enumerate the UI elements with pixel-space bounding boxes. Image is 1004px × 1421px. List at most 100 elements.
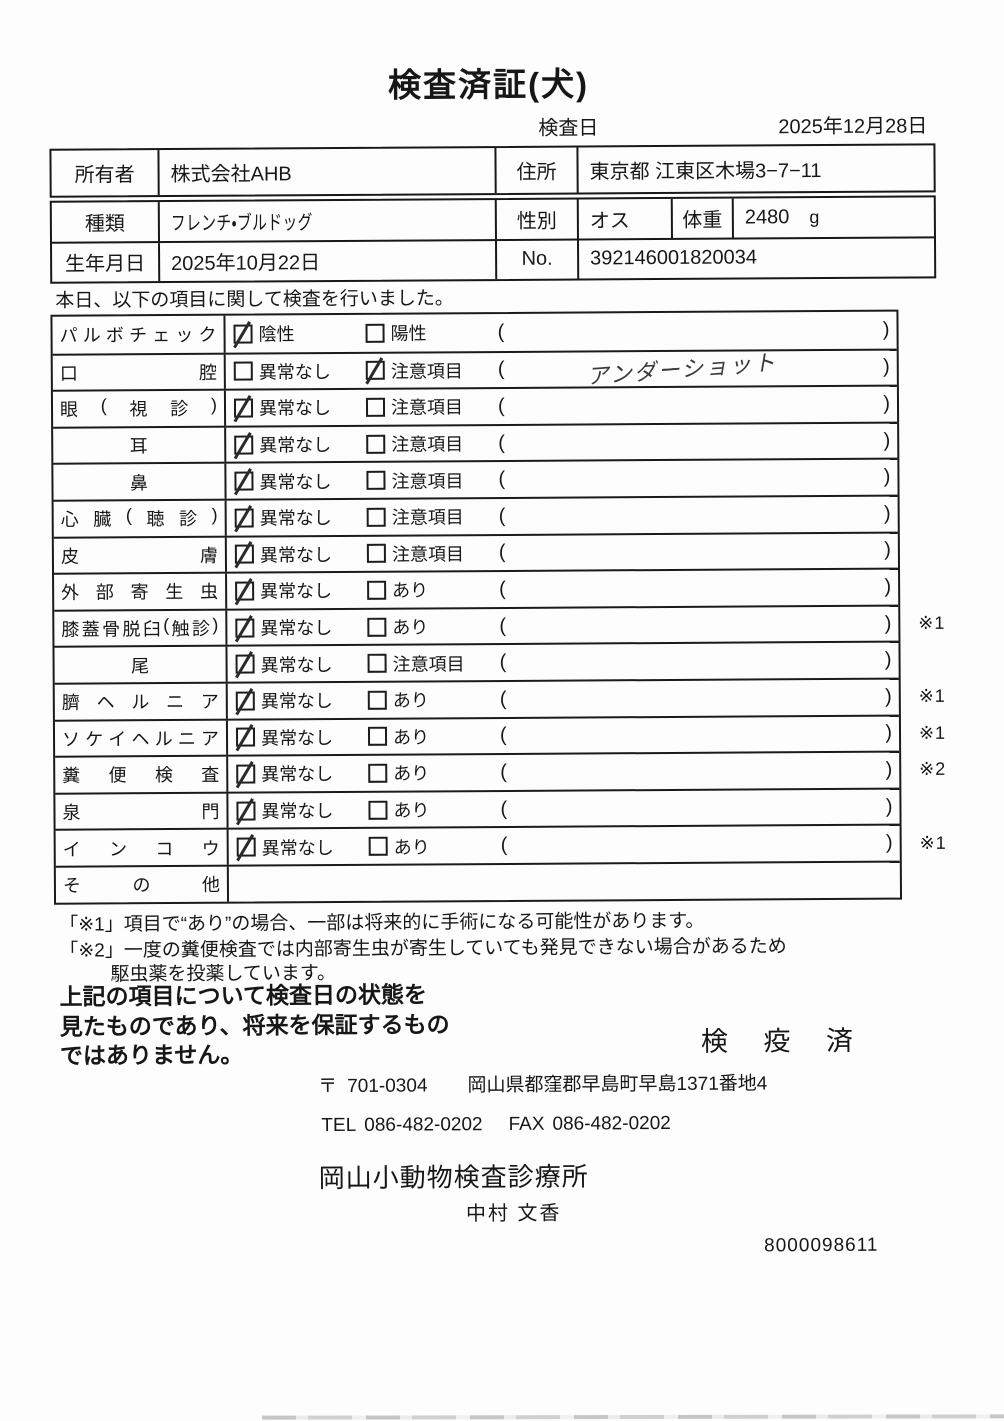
paren-close: ) bbox=[885, 795, 893, 818]
inspection-row: インコウ 異常なし あり () ※1 bbox=[55, 823, 947, 866]
option-text: 注意項目 bbox=[391, 434, 464, 455]
empty-checkbox bbox=[366, 507, 386, 527]
paren-close: ) bbox=[883, 502, 891, 525]
inspection-row: 糞便検査 異常なし あり () ※2 bbox=[55, 750, 946, 793]
result-option: 異常なし bbox=[234, 431, 366, 458]
item-label: その他 bbox=[55, 866, 230, 903]
paren-close: ) bbox=[885, 721, 893, 744]
option-text: 注意項目 bbox=[392, 653, 465, 675]
footnote-mark: ※1 bbox=[918, 612, 946, 634]
veterinarian-name: 中村 文香 bbox=[465, 1202, 562, 1226]
result-option: 陽性 bbox=[365, 319, 497, 346]
result-option: 異常なし bbox=[235, 687, 368, 714]
item-result-cell: 異常なし あり () bbox=[227, 606, 898, 645]
item-label: 泉門 bbox=[55, 793, 229, 830]
empty-checkbox bbox=[366, 434, 386, 454]
intro-line: 本日、以下の項目に関して検査を行いました。 bbox=[55, 288, 454, 312]
result-option: あり bbox=[367, 576, 499, 603]
owner-name: 株式会社AHB bbox=[159, 148, 497, 196]
fax-number: 086-482-0202 bbox=[552, 1112, 671, 1135]
checked-checkbox bbox=[235, 654, 255, 674]
paren-open: ( bbox=[499, 687, 507, 710]
option-text: あり bbox=[392, 727, 430, 748]
paren-open: ( bbox=[497, 358, 505, 381]
checked-checkbox bbox=[234, 508, 254, 528]
empty-checkbox bbox=[365, 397, 386, 417]
owner-label: 所有者 bbox=[51, 150, 160, 196]
result-option: 注意項目 bbox=[366, 503, 499, 530]
result-option: 陰性 bbox=[233, 320, 365, 347]
address-label: 住所 bbox=[496, 147, 579, 194]
option-text: 異常なし bbox=[258, 361, 331, 383]
item-label: 外部寄生虫 bbox=[54, 573, 228, 610]
result-option: 異常なし bbox=[234, 504, 367, 531]
clinic-address: 岡山県都窪郡早島町早島1371番地4 bbox=[467, 1073, 768, 1097]
empty-checkbox bbox=[367, 617, 387, 637]
remarks-field: () bbox=[499, 502, 898, 527]
result-option: あり bbox=[368, 796, 500, 823]
result-option: 異常なし bbox=[235, 650, 368, 677]
weight-value: 2480 g bbox=[734, 197, 934, 237]
disclaimer-paragraph: 上記の項目について検査日の状態を 見たものであり、将来を保証するもの ではありま… bbox=[60, 980, 450, 1071]
paren-open: ( bbox=[499, 577, 506, 600]
item-result-cell: 異常なし あり () bbox=[228, 680, 899, 719]
inspection-date-label: 検査日 bbox=[538, 117, 599, 140]
number-value: 392146001820034 bbox=[590, 246, 758, 270]
paren-open: ( bbox=[500, 834, 508, 857]
postal-mark: 〒 bbox=[318, 1076, 338, 1098]
fax-label: FAX bbox=[508, 1113, 545, 1135]
remarks-field: () bbox=[500, 758, 899, 783]
paren-open: ( bbox=[499, 614, 507, 637]
checked-checkbox bbox=[235, 727, 256, 747]
empty-checkbox bbox=[367, 580, 387, 600]
result-option: 注意項目 bbox=[366, 467, 498, 494]
result-option: あり bbox=[368, 833, 501, 860]
result-option: 異常なし bbox=[236, 760, 368, 787]
paren-open: ( bbox=[499, 724, 507, 747]
option-text: 異常なし bbox=[260, 581, 333, 602]
item-result-cell: 異常なし 注意項目 () bbox=[226, 460, 897, 499]
remarks-field: () bbox=[500, 795, 899, 820]
checked-checkbox bbox=[236, 801, 256, 821]
option-text: 異常なし bbox=[260, 618, 333, 639]
empty-checkbox bbox=[367, 653, 387, 673]
inspection-row: 心臓(聴診) 異常なし 注意項目 () bbox=[53, 494, 898, 537]
item-label: パルボチェック bbox=[52, 315, 226, 354]
checked-checkbox bbox=[235, 618, 255, 638]
paren-close: ) bbox=[882, 318, 890, 341]
sex-label: 性別 bbox=[496, 199, 579, 239]
empty-checkbox bbox=[366, 544, 386, 564]
option-text: 異常なし bbox=[259, 508, 332, 529]
postal-code: 701-0304 bbox=[347, 1075, 428, 1097]
item-result-cell: 異常なし あり () bbox=[228, 789, 899, 828]
option-text: 注意項目 bbox=[390, 397, 464, 419]
option-text: 異常なし bbox=[260, 691, 333, 712]
item-result-cell: 異常なし あり () bbox=[229, 826, 900, 865]
item-result-cell: 異常なし 注意項目 () bbox=[227, 643, 898, 682]
item-result-cell: 異常なし 注意項目 () bbox=[226, 387, 897, 426]
option-text: 陽性 bbox=[390, 323, 427, 344]
inspection-row: 泉門 異常なし あり () bbox=[55, 787, 900, 830]
checked-checkbox bbox=[233, 324, 253, 344]
breed-label: 種類 bbox=[51, 202, 160, 242]
clinic-postal-line: 〒 701-0304 岡山県都窪郡早島町早島1371番地4 bbox=[318, 1068, 767, 1098]
inspection-row: 耳 異常なし 注意項目 () bbox=[53, 421, 898, 464]
inspection-row: 皮膚 異常なし 注意項目 () bbox=[53, 531, 899, 573]
paren-open: ( bbox=[499, 651, 507, 674]
inspection-items-table: パルボチェック陰性 陽性() 口腔異常なし 注意項目() アンダーショット眼(視診) 異常… bbox=[50, 309, 947, 905]
item-result-cell: 陰性 陽性 () bbox=[225, 312, 896, 353]
footnote-2-line1: 「※2」一度の糞便検査では内部寄生虫が寄生していても発見できない場合があるため bbox=[59, 936, 787, 962]
paren-close: ) bbox=[885, 758, 893, 781]
item-result-cell: 異常なし 注意項目 () bbox=[227, 533, 898, 572]
item-label: 口腔 bbox=[52, 354, 226, 390]
inspection-row: 口腔 異常なし 注意項目 () アンダーショット bbox=[52, 348, 897, 390]
checked-checkbox bbox=[235, 691, 255, 711]
breed-text: フレンチ・ブルドッグ bbox=[170, 211, 313, 235]
quarantine-stamp: 検 疫 済 bbox=[700, 1025, 867, 1057]
item-result-cell bbox=[229, 862, 900, 901]
result-option: 注意項目 bbox=[366, 540, 499, 567]
disclaimer-line: ではありません。 bbox=[59, 1041, 244, 1069]
owner-box: 所有者 株式会社AHB 住所 東京都 江東区木場3−7−11 bbox=[49, 143, 936, 198]
birthdate-value: 2025年10月22日 bbox=[160, 240, 498, 282]
sex-value: オス bbox=[578, 198, 673, 239]
